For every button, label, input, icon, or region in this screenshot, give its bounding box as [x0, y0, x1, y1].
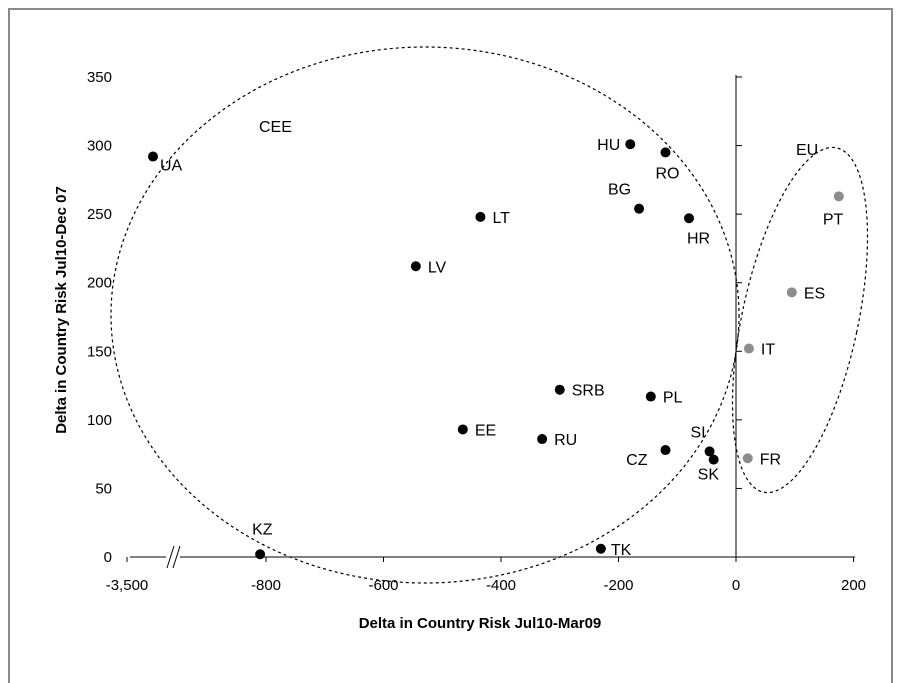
point-bg [634, 203, 645, 214]
point-si [704, 446, 715, 457]
label-hu: HU [597, 137, 620, 154]
y-tick-label: 150 [87, 343, 112, 360]
point-ro [660, 147, 671, 158]
label-lv: LV [428, 259, 447, 276]
point-kz [255, 549, 266, 560]
label-tk: TK [611, 542, 632, 559]
axis-break-mark [166, 545, 181, 569]
point-it [743, 343, 754, 354]
label-sk: SK [698, 467, 720, 484]
label-pt: PT [823, 211, 844, 228]
point-srb [554, 384, 565, 395]
x-tick-label: -200 [603, 577, 633, 594]
y-axis-title: Delta in Country Risk Jul10-Dec 07 [53, 186, 70, 434]
y-tick-label: 0 [104, 549, 112, 566]
x-tick-label: 0 [732, 577, 740, 594]
x-tick-label: 200 [841, 577, 866, 594]
point-hu [625, 139, 636, 150]
label-ee: EE [475, 422, 496, 439]
point-ee [457, 424, 468, 435]
point-ua [148, 151, 158, 162]
label-fr: FR [760, 451, 781, 468]
label-it: IT [761, 342, 775, 359]
label-cz: CZ [626, 452, 648, 469]
y-tick-label: 300 [87, 138, 112, 155]
group-label-eu: EU [796, 142, 818, 159]
x-axis-title: Delta in Country Risk Jul10-Mar09 [359, 615, 602, 632]
label-si: SI [690, 424, 705, 441]
group-label-cee: CEE [259, 119, 292, 136]
x-tick-label: -600 [368, 577, 398, 594]
point-sk [708, 454, 719, 465]
y-tick-label: 250 [87, 206, 112, 223]
label-kz: KZ [252, 521, 273, 538]
point-cz [660, 445, 671, 456]
label-ro: RO [656, 165, 680, 182]
point-labels: UA KZ LV LT EE RU SRB TK HU BG PL RO CZ HR SI SK PT ES IT F… [160, 137, 843, 559]
data-points [148, 139, 844, 560]
label-ru: RU [554, 432, 577, 449]
point-hr [684, 213, 694, 224]
point-pt [833, 191, 844, 202]
eu-group-ellipse [731, 146, 869, 494]
label-pl: PL [663, 390, 683, 407]
point-lt [475, 211, 486, 222]
cee-group-ellipse [110, 46, 740, 584]
label-ua: UA [160, 158, 183, 175]
point-tk [595, 543, 606, 554]
point-pl [645, 391, 656, 402]
y-tick-label: 50 [95, 480, 112, 497]
point-lv [410, 261, 421, 272]
x-tick-label: -3,500 [106, 577, 149, 594]
label-hr: HR [687, 230, 710, 247]
y-tick-label: 350 [87, 69, 112, 86]
x-tick-label: -400 [486, 577, 516, 594]
y-tick-label: 100 [87, 412, 112, 429]
chart-frame [8, 8, 893, 683]
label-es: ES [804, 285, 825, 302]
y-axis-ticks: 0 50 100 150 200 250 300 350 [87, 69, 742, 566]
point-ru [537, 434, 548, 445]
y-tick-label: 200 [87, 275, 112, 292]
point-es [786, 287, 797, 298]
label-lt: LT [492, 210, 510, 227]
label-srb: SRB [572, 383, 605, 400]
point-fr [742, 453, 753, 464]
x-tick-label: -800 [251, 577, 281, 594]
x-axis-ticks: -3,500 -800 -600 -400 -200 0 200 [106, 557, 866, 594]
label-bg: BG [608, 182, 631, 199]
